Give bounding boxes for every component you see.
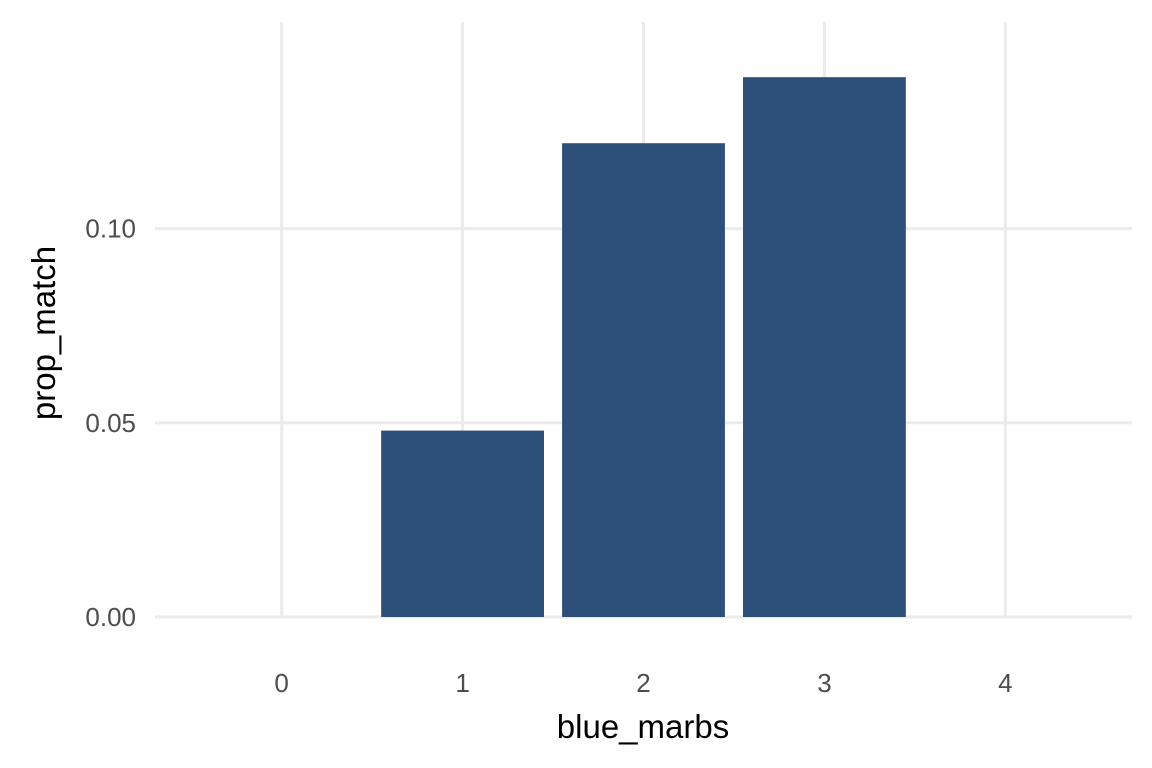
y-tick-label: 0.05 xyxy=(85,408,136,438)
x-tick-label: 3 xyxy=(817,668,831,698)
y-tick-label: 0.00 xyxy=(85,602,136,632)
bar-3 xyxy=(743,77,906,617)
bar-1 xyxy=(381,430,544,617)
x-tick-label: 4 xyxy=(998,668,1012,698)
bar-2 xyxy=(562,143,725,617)
x-axis-title: blue_marbs xyxy=(557,708,729,745)
x-tick-labels: 0 1 2 3 4 xyxy=(274,668,1012,698)
y-tick-labels: 0.00 0.05 0.10 xyxy=(85,214,136,632)
bars xyxy=(381,77,906,617)
x-tick-label: 0 xyxy=(274,668,288,698)
x-tick-label: 1 xyxy=(455,668,469,698)
y-axis-title: prop_match xyxy=(25,246,62,420)
y-tick-label: 0.10 xyxy=(85,214,136,244)
x-tick-label: 2 xyxy=(636,668,650,698)
